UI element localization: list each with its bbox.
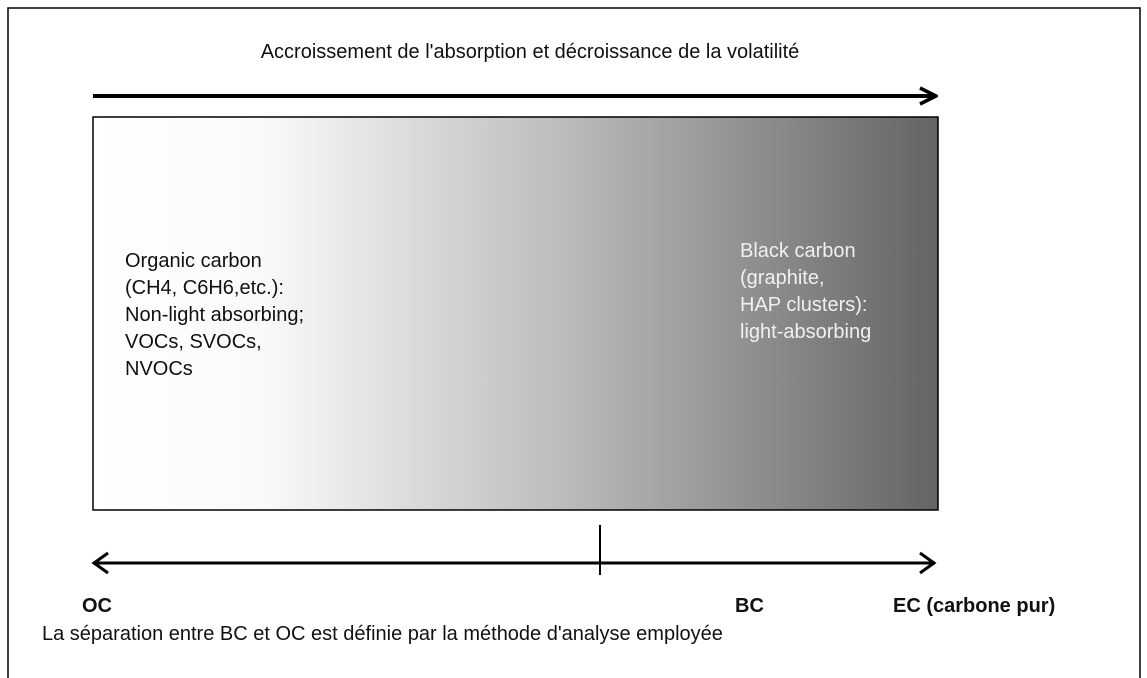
text-line: (graphite, (740, 267, 825, 289)
text-line: Organic carbon (125, 250, 262, 272)
text-line: HAP clusters): (740, 294, 867, 316)
frame (7, 7, 1141, 678)
title: Accroissement de l'absorption et décrois… (261, 41, 800, 63)
footnote: La séparation entre BC et OC est définie… (42, 623, 723, 645)
text-line: Non-light absorbing; (125, 304, 304, 326)
axis-label: OC (82, 595, 112, 617)
axis-label: BC (735, 595, 764, 617)
text-line: Black carbon (740, 240, 856, 262)
left-text: Organic carbon (CH4, C6H6,etc.): Non-light… (125, 250, 304, 380)
text-line: VOCs, SVOCs, (125, 331, 262, 353)
axis-arrowheads (91, 551, 937, 575)
gradient-box (92, 116, 939, 511)
right-text: Black carbon (graphite, HAP clusters): ligh… (740, 240, 871, 343)
text-line: NVOCs (125, 358, 193, 380)
text-line: light-absorbing (740, 321, 871, 343)
text-line: (CH4, C6H6,etc.): (125, 277, 284, 299)
axis-label: EC (carbone pur) (893, 595, 1055, 617)
